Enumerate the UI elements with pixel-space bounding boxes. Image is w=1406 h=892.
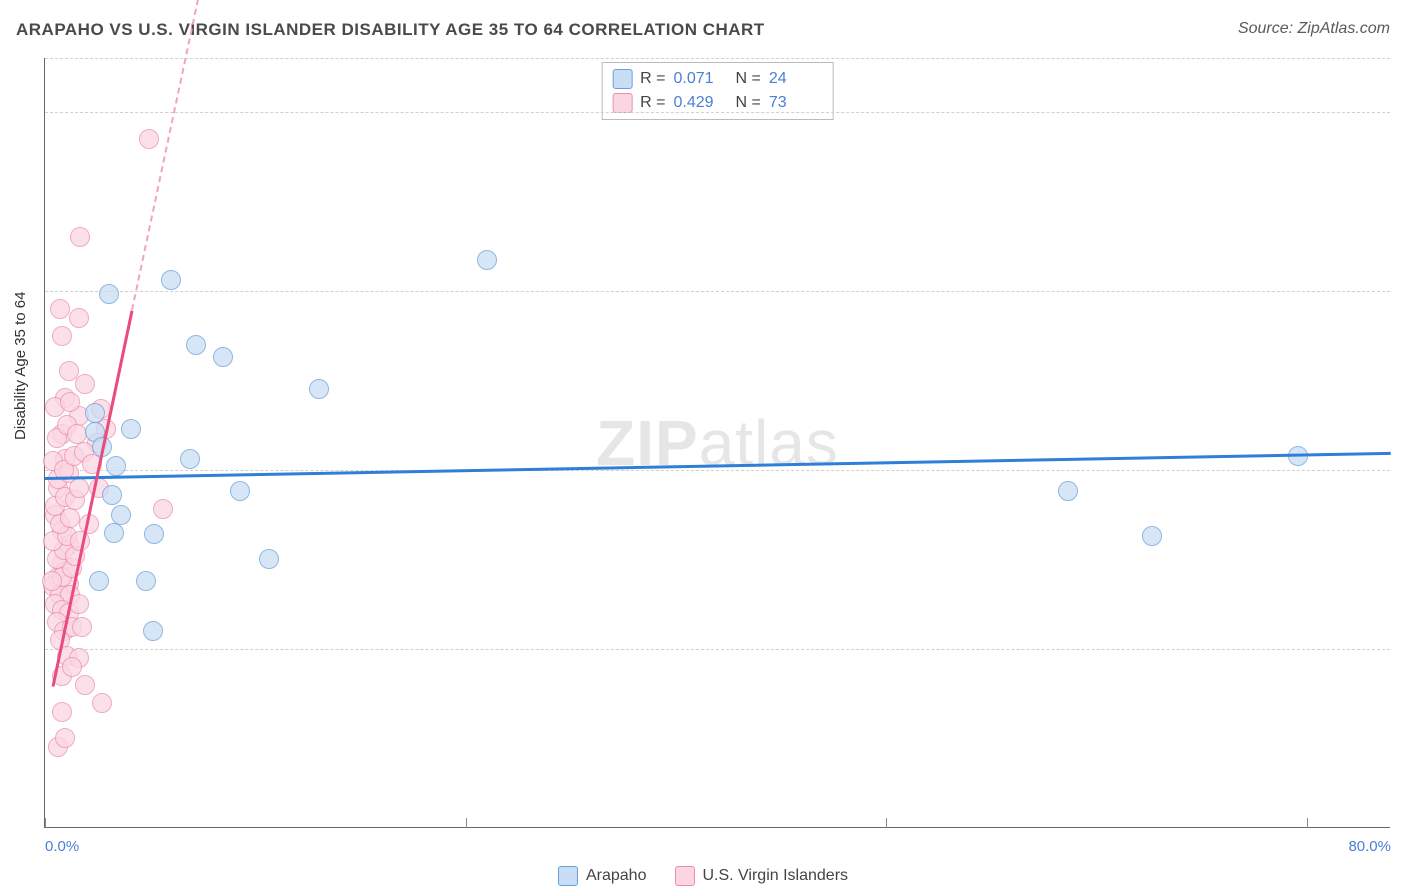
gridline: [45, 470, 1390, 471]
data-point-arapaho: [99, 284, 119, 304]
r-value-usvi: 0.429: [674, 94, 728, 112]
series-legend: Arapaho U.S. Virgin Islanders: [558, 866, 848, 886]
gridline: [45, 58, 1390, 59]
data-point-arapaho: [85, 403, 105, 423]
data-point-arapaho: [104, 523, 124, 543]
data-point-usvi: [75, 675, 95, 695]
y-axis-label: Disability Age 35 to 64: [12, 292, 29, 440]
x-tick: [45, 818, 46, 828]
gridline: [45, 291, 1390, 292]
source-attribution: Source: ZipAtlas.com: [1238, 20, 1390, 38]
legend-item-arapaho: Arapaho: [558, 866, 647, 886]
data-point-usvi: [55, 728, 75, 748]
data-point-usvi: [75, 374, 95, 394]
legend-item-usvi: U.S. Virgin Islanders: [674, 866, 848, 886]
r-value-arapaho: 0.071: [674, 70, 728, 88]
data-point-arapaho: [180, 449, 200, 469]
data-point-arapaho: [477, 250, 497, 270]
data-point-arapaho: [161, 270, 181, 290]
data-point-arapaho: [309, 379, 329, 399]
data-point-arapaho: [1142, 526, 1162, 546]
x-tick-label: 80.0%: [1348, 838, 1391, 855]
data-point-usvi: [50, 299, 70, 319]
x-tick: [1307, 818, 1308, 828]
data-point-usvi: [67, 424, 87, 444]
x-tick-label: 0.0%: [45, 838, 79, 855]
data-point-arapaho: [1058, 481, 1078, 501]
swatch-arapaho: [612, 69, 632, 89]
chart-title: ARAPAHO VS U.S. VIRGIN ISLANDER DISABILI…: [16, 20, 765, 39]
trend-line: [45, 452, 1391, 480]
n-value-arapaho: 24: [769, 70, 823, 88]
data-point-arapaho: [89, 571, 109, 591]
data-point-usvi: [139, 129, 159, 149]
data-point-usvi: [70, 227, 90, 247]
data-point-arapaho: [102, 485, 122, 505]
data-point-arapaho: [230, 481, 250, 501]
swatch-arapaho-bottom: [558, 866, 578, 886]
data-point-usvi: [60, 392, 80, 412]
data-point-arapaho: [186, 335, 206, 355]
data-point-arapaho: [259, 549, 279, 569]
swatch-usvi: [612, 93, 632, 113]
data-point-usvi: [62, 657, 82, 677]
data-point-arapaho: [143, 621, 163, 641]
x-tick: [466, 818, 467, 828]
gridline: [45, 649, 1390, 650]
data-point-usvi: [52, 702, 72, 722]
x-tick: [886, 818, 887, 828]
data-point-arapaho: [144, 524, 164, 544]
gridline: [45, 112, 1390, 113]
n-value-usvi: 73: [769, 94, 823, 112]
data-point-arapaho: [106, 456, 126, 476]
legend-row-arapaho: R = 0.071 N = 24: [612, 67, 823, 91]
data-point-arapaho: [136, 571, 156, 591]
swatch-usvi-bottom: [674, 866, 694, 886]
data-point-usvi: [92, 693, 112, 713]
data-point-usvi: [52, 326, 72, 346]
data-point-arapaho: [213, 347, 233, 367]
data-point-usvi: [69, 308, 89, 328]
data-point-usvi: [153, 499, 173, 519]
data-point-usvi: [72, 617, 92, 637]
data-point-usvi: [69, 478, 89, 498]
scatter-chart: ZIPatlas R = 0.071 N = 24 R = 0.429 N = …: [44, 58, 1390, 828]
data-point-arapaho: [121, 419, 141, 439]
data-point-usvi: [42, 571, 62, 591]
